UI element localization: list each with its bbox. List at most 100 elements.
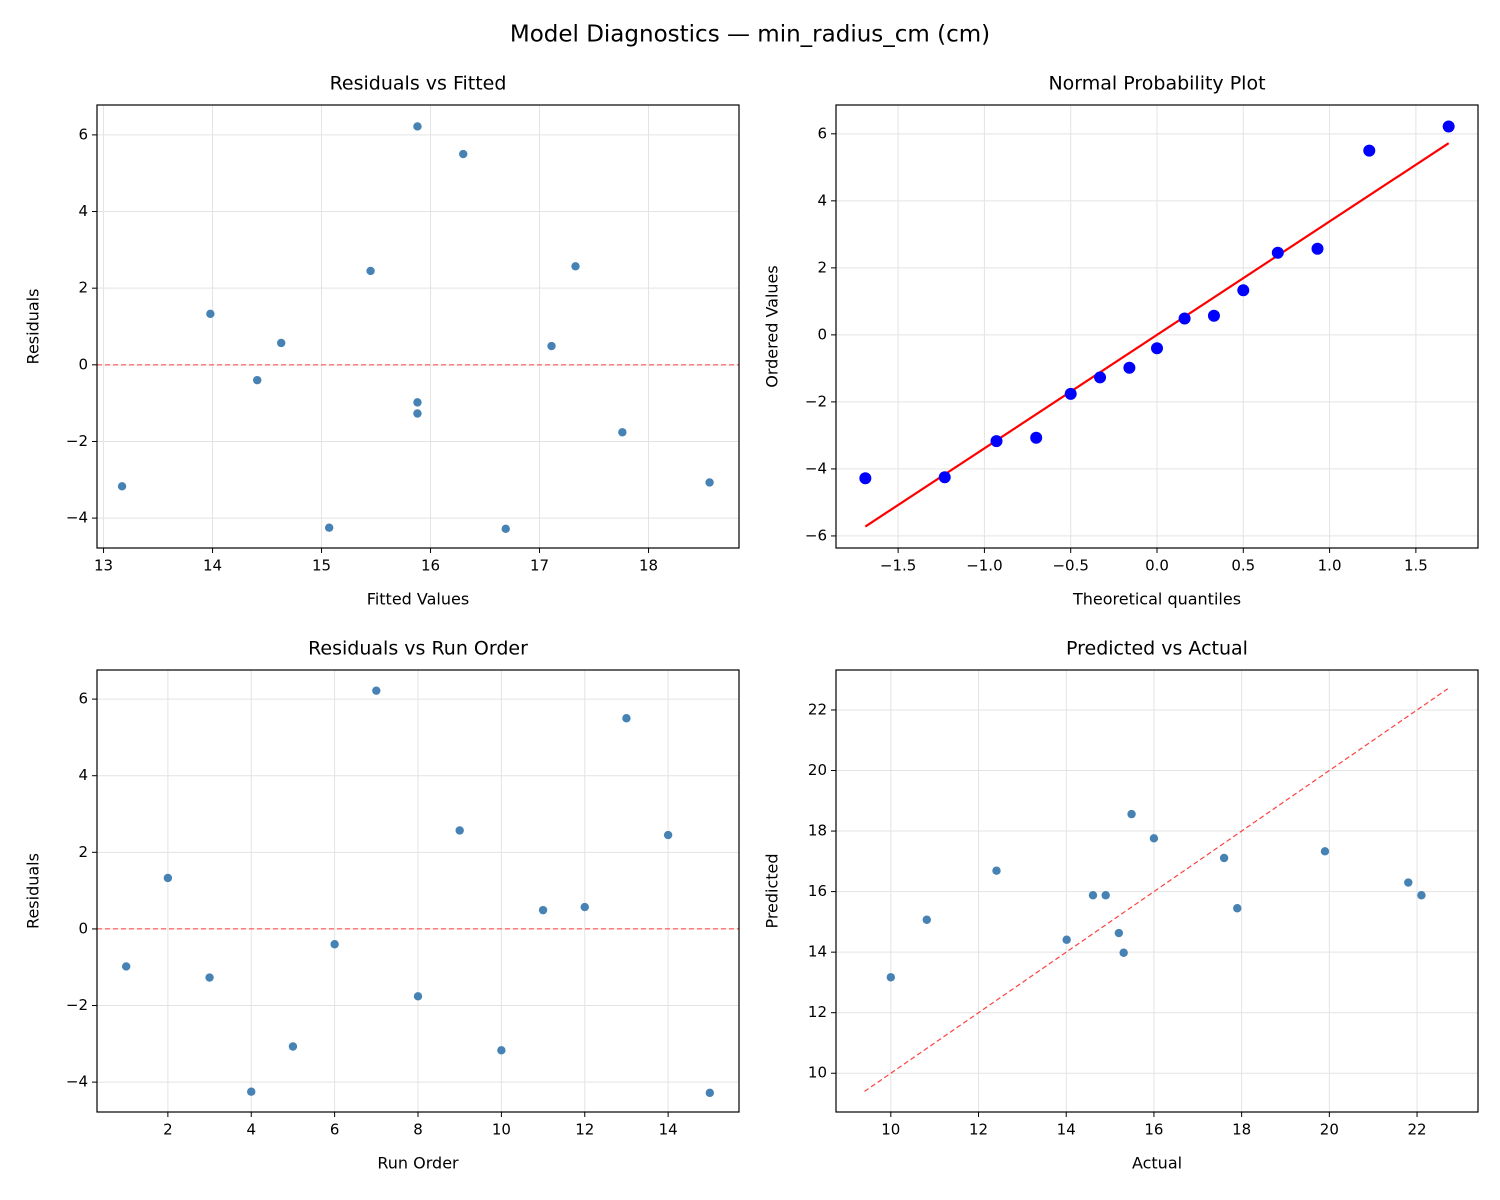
axes-frame [835, 669, 1479, 1113]
x-tick-label: 22 [1407, 1121, 1426, 1139]
x-tick-label: 10 [881, 1121, 900, 1139]
point [497, 1046, 506, 1055]
y-tick-label: −2 [66, 432, 88, 450]
y-tick-label: 20 [808, 761, 827, 779]
point [1094, 371, 1107, 384]
point [1123, 361, 1136, 374]
x-tick-label: 12 [969, 1121, 988, 1139]
y-tick-label: 2 [817, 258, 827, 276]
x-tick-label: 6 [330, 1121, 340, 1139]
y-tick-label: 4 [78, 202, 88, 220]
point [413, 992, 423, 1001]
point [1207, 309, 1220, 322]
fit-line [864, 688, 1449, 1092]
x-tick-label: 2 [163, 1121, 173, 1139]
x-tick-label: −0.5 [1052, 557, 1088, 575]
x-tick-label: 10 [492, 1121, 511, 1139]
point [366, 266, 375, 276]
point [922, 915, 931, 924]
point [1030, 431, 1043, 444]
panel: Residuals vs Fitted Fitted Values Residual… [24, 73, 740, 609]
point [459, 149, 468, 159]
x-tick-label: 14 [203, 557, 222, 575]
x-tick-label: 17 [530, 557, 549, 575]
point [580, 902, 589, 912]
y-axis-label: Predicted [763, 853, 782, 928]
x-tick-label: −1.0 [966, 557, 1002, 575]
x-axis-label: Actual [1132, 1154, 1182, 1173]
point [1101, 891, 1110, 900]
point [938, 471, 951, 484]
point [288, 1042, 298, 1051]
point [1311, 242, 1324, 255]
y-tick-label: 2 [78, 279, 88, 297]
point [622, 714, 631, 723]
point [1237, 284, 1250, 297]
x-tick-label: 8 [413, 1121, 423, 1139]
point [1271, 246, 1284, 259]
x-tick-label: 18 [639, 557, 658, 575]
y-tick-label: 10 [808, 1064, 827, 1082]
point [455, 826, 464, 835]
y-tick-label: 0 [817, 325, 827, 343]
point [247, 1087, 256, 1096]
x-tick-label: 1.0 [1318, 557, 1342, 575]
axes-frame [96, 669, 740, 1113]
point [413, 122, 422, 131]
y-tick-label: 6 [78, 125, 88, 143]
y-tick-label: 4 [817, 191, 827, 209]
x-tick-label: 12 [575, 1121, 594, 1139]
point [705, 478, 714, 487]
x-tick-label: 14 [659, 1121, 678, 1139]
point [571, 262, 580, 271]
x-tick-label: 4 [246, 1121, 256, 1139]
x-tick-label: 20 [1320, 1121, 1339, 1139]
x-tick-label: 13 [94, 557, 113, 575]
point [1363, 144, 1376, 157]
point [538, 905, 548, 915]
y-tick-label: 12 [808, 1003, 827, 1021]
panel: Normal Probability Plot Theoretical quant… [763, 73, 1479, 609]
y-tick-label: 0 [78, 919, 88, 937]
point [547, 341, 556, 351]
y-tick-label: 6 [817, 124, 827, 142]
figure-title: Model Diagnostics — min_radius_cm (cm) [510, 22, 990, 48]
point [1178, 312, 1191, 325]
x-tick-label: 0.0 [1145, 557, 1169, 575]
point [1151, 342, 1163, 355]
point [277, 338, 286, 348]
panel-title: Residuals vs Run Order [308, 638, 528, 660]
point [886, 973, 896, 982]
point [992, 866, 1001, 875]
x-axis-label: Fitted Values [367, 590, 469, 609]
y-tick-label: −4 [66, 1073, 88, 1091]
point [1149, 834, 1159, 843]
y-tick-label: 2 [78, 843, 88, 861]
point [663, 830, 673, 840]
panel: Predicted vs Actual Actual Predicted 10 12 14… [763, 638, 1479, 1173]
y-axis-label: Residuals [24, 289, 43, 365]
point [163, 873, 173, 883]
point [205, 973, 214, 982]
point [1062, 935, 1071, 944]
y-tick-label: 22 [808, 700, 827, 718]
point [121, 962, 131, 971]
point [1404, 878, 1413, 887]
y-tick-label: −2 [805, 392, 827, 410]
point [1417, 891, 1426, 900]
point [324, 523, 334, 532]
point [1114, 928, 1124, 938]
y-axis-label: Ordered Values [763, 265, 782, 387]
panel-title: Predicted vs Actual [1066, 638, 1248, 660]
x-tick-label: 16 [1144, 1121, 1163, 1139]
point [413, 409, 422, 418]
x-axis-label: Theoretical quantiles [1072, 590, 1241, 609]
y-tick-label: 16 [808, 882, 827, 900]
point [206, 309, 215, 319]
y-tick-label: 6 [78, 690, 88, 708]
axes-frame [835, 104, 1479, 549]
point [1119, 948, 1128, 957]
point [330, 940, 339, 949]
point [705, 1088, 715, 1098]
axes-frame [96, 104, 740, 549]
